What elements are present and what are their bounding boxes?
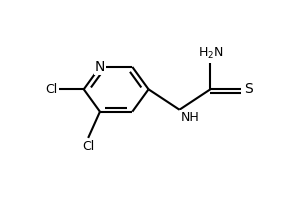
Text: Cl: Cl: [45, 83, 57, 96]
Text: $\mathregular{H_2N}$: $\mathregular{H_2N}$: [198, 46, 223, 61]
Text: Cl: Cl: [82, 140, 94, 153]
Text: N: N: [95, 60, 105, 74]
Text: S: S: [244, 82, 252, 96]
Text: NH: NH: [181, 111, 200, 124]
